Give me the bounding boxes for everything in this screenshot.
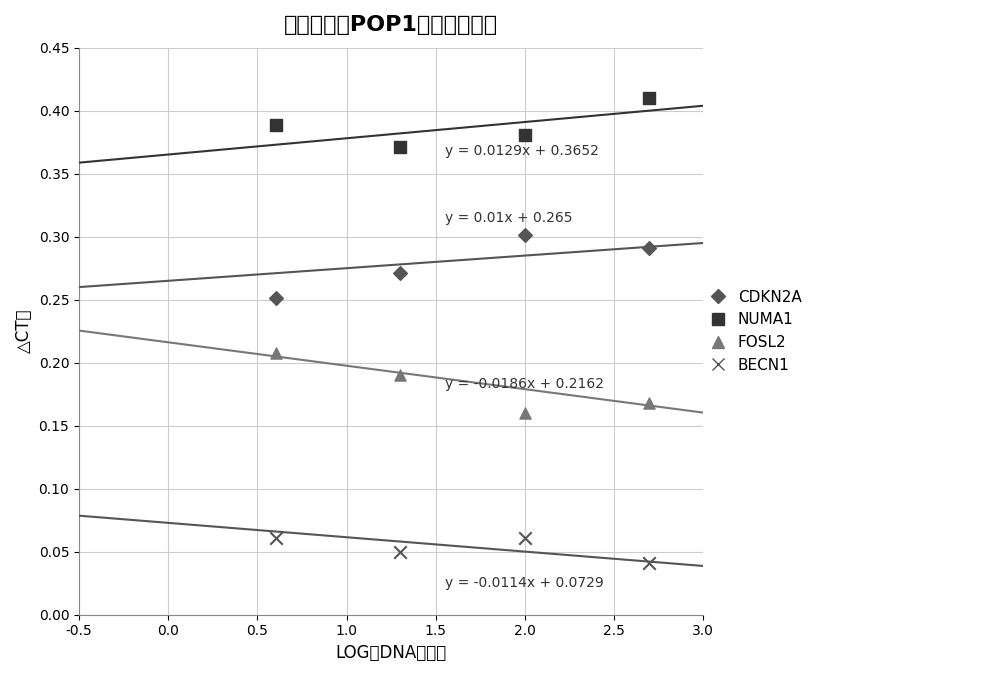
Point xyxy=(392,370,408,380)
Point xyxy=(641,397,657,408)
Point xyxy=(392,141,408,152)
Point xyxy=(268,293,284,304)
Point xyxy=(268,119,284,130)
Point xyxy=(2,153,18,164)
Point xyxy=(641,93,657,104)
Text: y = 0.01x + 0.265: y = 0.01x + 0.265 xyxy=(445,211,572,225)
Point xyxy=(392,268,408,279)
Point xyxy=(392,546,408,557)
Point xyxy=(517,129,533,140)
Text: y = -0.0114x + 0.0729: y = -0.0114x + 0.0729 xyxy=(445,576,603,590)
Y-axis label: △CT值: △CT值 xyxy=(15,309,33,353)
Point xyxy=(2,510,18,521)
Point xyxy=(517,230,533,241)
Point xyxy=(517,408,533,418)
Title: 各靶标相对POP1引物扩增效率: 各靶标相对POP1引物扩增效率 xyxy=(284,15,498,35)
Point xyxy=(268,347,284,358)
X-axis label: LOG（DNA浓度）: LOG（DNA浓度） xyxy=(335,644,447,662)
Legend: CDKN2A, NUMA1, FOSL2, BECN1: CDKN2A, NUMA1, FOSL2, BECN1 xyxy=(704,284,808,378)
Point xyxy=(641,558,657,569)
Text: y = -0.0186x + 0.2162: y = -0.0186x + 0.2162 xyxy=(445,377,604,391)
Text: y = 0.0129x + 0.3652: y = 0.0129x + 0.3652 xyxy=(445,144,598,158)
Point xyxy=(2,333,18,344)
Point xyxy=(641,242,657,253)
Point xyxy=(517,532,533,543)
Point xyxy=(2,255,18,266)
Point xyxy=(268,532,284,543)
